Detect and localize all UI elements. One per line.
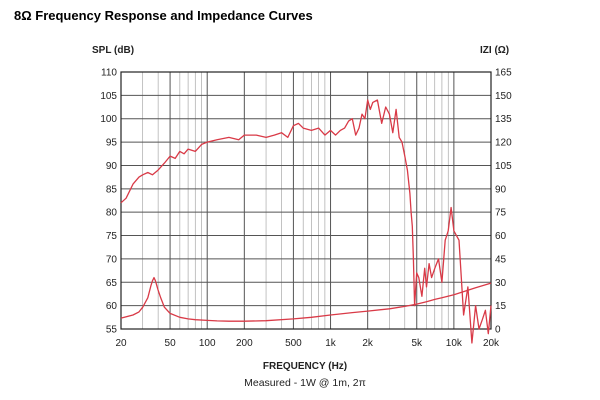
y-left-tick-label: 90 [106,161,118,172]
y-left-axis-title: SPL (dB) [92,45,134,56]
y-right-tick-label: 105 [495,161,512,172]
x-tick-label: 1k [325,338,337,349]
x-tick-label: 20k [483,338,500,349]
y-left-tick-label: 75 [106,231,118,242]
x-tick-label: 5k [411,338,423,349]
x-tick-label: 500 [285,338,302,349]
y-right-axis-title: IZI (Ω) [480,45,509,56]
y-left-tick-label: 95 [106,138,118,149]
y-left-tick-label: 60 [106,301,118,312]
y-right-tick-label: 150 [495,91,512,102]
y-left-tick-label: 110 [101,68,117,79]
y-left-tick-label: 70 [106,254,118,265]
y-right-tick-label: 75 [495,208,507,219]
x-tick-label: 50 [165,338,177,349]
y-left-tick-label: 80 [106,208,118,219]
y-right-tick-label: 120 [495,138,512,149]
x-axis-title: FREQUENCY (Hz) [263,361,347,372]
y-right-tick-label: 45 [495,254,507,265]
impedance-curve [120,276,492,322]
y-right-tick-label: 0 [495,325,501,336]
y-right-tick-label: 60 [495,231,507,242]
spl-curve [120,99,492,344]
chart-title: 8Ω Frequency Response and Impedance Curv… [14,8,313,23]
y-left-tick-label: 100 [100,114,117,125]
y-left-tick-label: 105 [100,91,117,102]
x-tick-label: 20 [115,338,127,349]
y-right-tick-label: 165 [495,68,512,79]
x-tick-label: 2k [362,338,374,349]
x-tick-label: 10k [446,338,463,349]
y-left-tick-label: 65 [106,278,118,289]
y-right-tick-label: 90 [495,184,507,195]
x-tick-label: 100 [199,338,216,349]
plot-frame [120,71,492,330]
chart-caption: Measured - 1W @ 1m, 2π [244,377,366,389]
x-tick-label: 200 [236,338,253,349]
y-right-tick-label: 135 [495,114,512,125]
y-right-tick-label: 15 [495,301,507,312]
y-right-tick-label: 30 [495,278,507,289]
grid-layer [120,71,492,330]
y-left-tick-label: 85 [106,184,118,195]
curve-layer [120,99,492,344]
y-left-tick-label: 55 [106,325,118,336]
